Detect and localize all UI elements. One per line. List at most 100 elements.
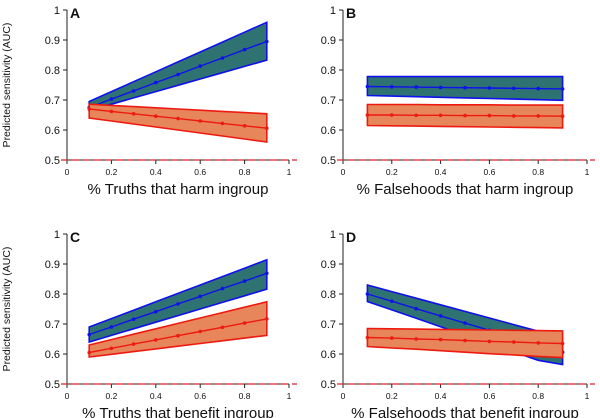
y-tick-label: 1	[330, 229, 336, 241]
data-point	[560, 341, 565, 346]
confidence-band	[366, 327, 564, 359]
data-point	[242, 47, 247, 52]
data-point	[365, 84, 370, 89]
data-point	[487, 339, 492, 344]
y-tick-label: 0.8	[45, 65, 60, 77]
y-tick-label: 0.8	[321, 289, 336, 301]
data-point	[87, 350, 91, 355]
data-point	[109, 346, 114, 351]
y-tick-label: 0.7	[321, 319, 336, 331]
panel-a: 0.50.60.70.80.910 0.2 0.4 0.6 0.8 1A% Truths …	[1, 5, 297, 198]
confidence-band	[88, 103, 268, 143]
y-tick-label: 1	[54, 229, 60, 241]
y-tick-label: 0.6	[45, 349, 60, 361]
x-axis-label: % Falsehoods that harm ingroup	[357, 181, 574, 198]
data-point	[131, 317, 136, 322]
data-point	[463, 338, 467, 343]
data-point	[438, 113, 443, 118]
data-point	[463, 85, 467, 90]
data-point	[198, 64, 202, 68]
y-tick-label: 0.6	[321, 125, 336, 137]
data-point	[512, 340, 516, 344]
data-point	[560, 87, 565, 91]
data-point	[414, 337, 419, 341]
data-point	[438, 314, 443, 318]
series-red	[365, 103, 565, 129]
y-tick-label: 0.6	[321, 349, 336, 361]
data-point	[176, 333, 180, 338]
y-tick-label: 0.6	[45, 125, 60, 137]
x-axis-label: % Truths that benefit ingroup	[82, 405, 274, 418]
data-point	[242, 321, 247, 325]
data-point	[242, 124, 247, 128]
y-tick-label: 1	[54, 5, 60, 17]
data-point	[414, 113, 419, 118]
data-point	[265, 271, 269, 276]
x-tick-label: 1	[287, 167, 292, 177]
y-tick-label: 0.9	[45, 35, 60, 47]
series-red	[87, 103, 269, 143]
data-point	[487, 113, 492, 118]
confidence-band	[88, 21, 268, 112]
data-point	[560, 114, 565, 118]
x-tick-label: 0.2	[105, 167, 117, 177]
y-tick-label: 0.9	[321, 259, 336, 271]
data-point	[536, 114, 540, 118]
data-point	[176, 72, 180, 77]
y-tick-label: 0.9	[321, 35, 336, 47]
y-tick-label: 0.5	[321, 379, 336, 391]
series-blue	[87, 21, 269, 112]
data-point	[154, 338, 158, 342]
x-axis-label: % Falsehoods that benefit ingroup	[351, 405, 579, 418]
data-point	[109, 97, 114, 101]
data-point	[438, 85, 443, 90]
data-point	[463, 113, 467, 118]
data-point	[131, 342, 136, 346]
x-tick-label: 0.6	[483, 167, 495, 177]
data-point	[109, 109, 114, 114]
data-point	[512, 86, 516, 91]
data-point	[220, 325, 225, 330]
x-tick-label: 0.2	[105, 391, 117, 401]
data-point	[463, 321, 467, 325]
panel-label: C	[70, 229, 80, 245]
data-point	[265, 317, 269, 321]
data-point	[265, 126, 269, 130]
data-point	[176, 116, 180, 121]
data-point	[536, 86, 540, 91]
data-point	[487, 86, 492, 90]
data-point	[198, 294, 202, 299]
data-point	[131, 112, 136, 116]
data-point	[390, 113, 394, 117]
y-tick-label: 0.8	[321, 65, 336, 77]
data-point	[365, 292, 370, 296]
x-tick-label: 0	[65, 167, 70, 177]
x-tick-label: 0.2	[386, 167, 398, 177]
x-tick-label: 0.8	[239, 167, 251, 177]
x-tick-label: 0	[341, 391, 346, 401]
series-blue	[365, 75, 565, 102]
x-tick-label: 0.8	[239, 391, 251, 401]
y-tick-label: 0.7	[321, 95, 336, 107]
y-tick-label: 0.8	[45, 289, 60, 301]
y-tick-label: 1	[330, 5, 336, 17]
x-axis-label: % Truths that harm ingroup	[88, 181, 269, 198]
x-tick-label: 0	[65, 391, 70, 401]
x-tick-label: 0.6	[194, 391, 206, 401]
panel-b: 0.50.60.70.80.910 0.2 0.4 0.6 0.8 1B% Falseho…	[321, 5, 595, 198]
panel-d: 0.50.60.70.80.910 0.2 0.4 0.6 0.8 1D% Falseho…	[321, 229, 595, 418]
y-tick-label: 0.7	[45, 319, 60, 331]
data-point	[390, 299, 394, 304]
data-point	[87, 332, 91, 337]
data-point	[176, 302, 180, 306]
data-point	[154, 309, 158, 314]
x-tick-label: 0.6	[194, 167, 206, 177]
data-point	[536, 341, 540, 345]
data-point	[512, 114, 516, 118]
data-point	[198, 329, 202, 334]
panel-label: D	[346, 229, 356, 245]
x-tick-label: 0.8	[532, 391, 544, 401]
series-red	[87, 300, 269, 358]
data-point	[220, 121, 225, 126]
